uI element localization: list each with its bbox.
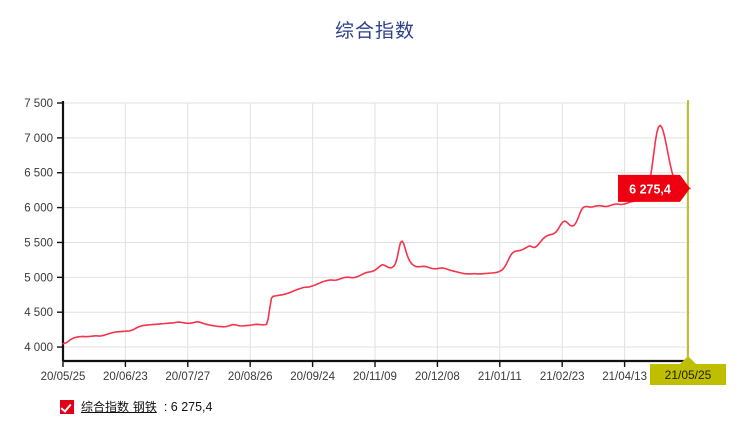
series-line-composite-index[interactable]	[62, 124, 691, 345]
x-tick-label: 20/09/24	[290, 371, 335, 383]
x-tick-label: 20/12/08	[415, 371, 460, 383]
x-tick-label: 20/05/25	[41, 371, 86, 383]
x-tick-label: 20/11/09	[353, 371, 397, 383]
x-tick-label: 20/08/26	[228, 371, 273, 383]
y-tick-label: 6 500	[24, 168, 53, 180]
cursor-label-box	[650, 364, 726, 385]
y-axis-labels: 4 000 4 500 5 000 5 500 6 000 6 500 7 000 7 500	[24, 98, 53, 354]
y-tick-label: 5 500	[24, 237, 53, 249]
tooltip-value-text: 6 275,4	[629, 182, 671, 196]
legend-checkbox[interactable]	[60, 399, 74, 414]
legend-series-value: : 6 275,4	[163, 399, 213, 414]
legend[interactable]: 综合指数 钢铁 : 6 275,4	[60, 398, 212, 415]
tooltip-flag-shape	[618, 174, 690, 202]
value-tooltip[interactable]: 6 275,4	[618, 174, 690, 202]
x-tick-label: 20/06/23	[103, 371, 148, 383]
y-tick-label: 4 500	[24, 307, 53, 319]
y-tick-label: 5 000	[24, 272, 53, 284]
x-tick-label: 21/01/11	[478, 371, 522, 383]
cursor-pointer-triangle	[680, 356, 696, 364]
y-tick-label: 7 000	[24, 133, 53, 145]
x-tick-label: 20/07/27	[165, 371, 210, 383]
x-tick-label: 21/02/23	[540, 371, 585, 383]
gridlines	[62, 102, 690, 361]
cursor-label-text: 21/05/25	[665, 368, 712, 382]
legend-series-name[interactable]: 综合指数 钢铁	[81, 400, 157, 414]
x-tick-label: 21/04/13	[602, 371, 647, 383]
x-axis-labels: 20/05/25 20/06/23 20/07/27 20/08/26 20/09/24…	[41, 371, 691, 383]
y-tick-label: 6 000	[24, 203, 53, 215]
y-tick-label: 7 500	[24, 98, 53, 110]
y-tick-label: 4 000	[24, 342, 53, 354]
cursor-date-label[interactable]: 21/05/25	[650, 356, 726, 385]
page-title: 综合指数	[334, 20, 415, 42]
